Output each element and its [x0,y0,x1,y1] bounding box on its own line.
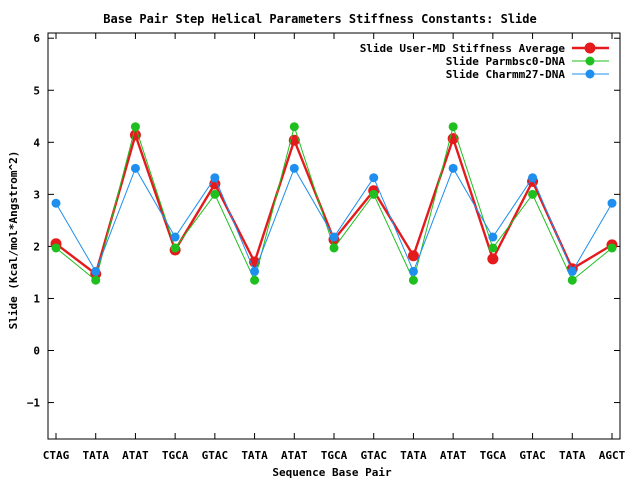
x-tick-label: TGCA [480,449,507,462]
x-tick-label: AGCT [599,449,626,462]
series-2 [51,122,617,285]
legend-label: Slide Parmbsc0-DNA [446,55,566,68]
data-point [329,243,339,253]
data-point [130,122,140,132]
data-point [567,275,577,285]
data-point [250,266,260,276]
data-point [488,243,498,253]
y-axis-ticks: −1 0 1 2 3 4 5 6 [27,32,620,410]
data-point [528,189,538,199]
data-point [170,232,180,242]
x-tick-label: TATA [559,449,586,462]
x-tick-label: TATA [82,449,109,462]
data-point [607,243,617,253]
data-point [210,173,220,183]
x-tick-label: ATAT [122,449,149,462]
x-axis-ticks: CTAG TATA ATAT TGCA GTAC TATA ATAT TGCA GTAC TATA… [43,33,626,462]
series-line [55,167,613,273]
x-tick-label: ATAT [281,449,308,462]
legend-marker [585,69,595,79]
data-point [408,275,418,285]
data-point [567,266,577,276]
data-point [91,275,101,285]
data-point [487,253,499,265]
x-tick-label: TATA [400,449,427,462]
data-point [289,122,299,132]
series-1 [50,129,618,280]
x-tick-label: GTAC [519,449,546,462]
data-point [528,173,538,183]
data-point [130,163,140,173]
data-point [607,198,617,208]
y-tick-label: −1 [27,397,41,410]
y-tick-label: 3 [33,188,40,201]
data-point [250,275,260,285]
data-point [289,163,299,173]
legend-marker [584,42,596,54]
series-line [55,131,613,277]
x-tick-label: TATA [241,449,268,462]
y-tick-label: 4 [33,136,40,149]
data-point [210,189,220,199]
y-tick-label: 2 [33,240,40,253]
data-point [51,243,61,253]
x-axis-label: Sequence Base Pair [272,466,392,479]
data-point [408,266,418,276]
data-point [91,266,101,276]
legend-label: Slide User-MD Stiffness Average [360,42,566,55]
chart-title: Base Pair Step Helical Parameters Stiffn… [103,12,536,26]
data-point [170,243,180,253]
x-tick-label: GTAC [202,449,229,462]
data-point [488,232,498,242]
y-axis-label: Slide (Kcal/mol*Angstrom^2) [7,151,20,330]
legend-label: Slide Charmm27-DNA [446,68,566,81]
y-tick-label: 1 [33,292,40,305]
data-point [369,189,379,199]
x-tick-label: TGCA [321,449,348,462]
series-3 [51,163,617,276]
x-tick-label: ATAT [440,449,467,462]
y-tick-label: 6 [33,32,40,45]
y-tick-label: 0 [33,345,40,358]
x-tick-label: CTAG [43,449,70,462]
x-tick-label: TGCA [162,449,189,462]
series-layer [50,122,618,285]
data-point [329,232,339,242]
data-point [51,198,61,208]
y-tick-label: 5 [33,84,40,97]
x-tick-label: GTAC [360,449,387,462]
data-point [448,163,458,173]
data-point [448,122,458,132]
data-point [369,173,379,183]
data-point [407,250,419,262]
legend-marker [585,56,595,66]
